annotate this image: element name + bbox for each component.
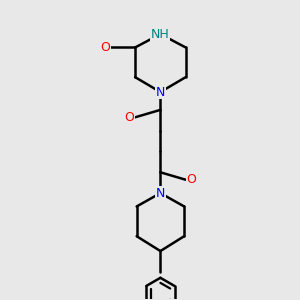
Text: N: N (156, 187, 165, 200)
Text: O: O (124, 111, 134, 124)
Text: O: O (100, 41, 110, 54)
Text: N: N (156, 85, 165, 98)
Text: NH: NH (151, 28, 170, 40)
Text: O: O (187, 173, 196, 186)
